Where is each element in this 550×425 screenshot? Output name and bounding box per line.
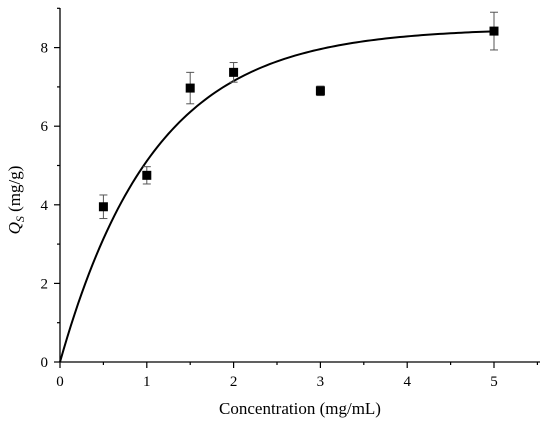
y-tick-label: 0 (41, 355, 49, 371)
y-axis-symbol: Q (5, 222, 24, 234)
data-point (229, 67, 239, 77)
y-tick-label: 2 (41, 276, 49, 292)
ticks (54, 7, 539, 368)
y-axis-title: QS (mg/g) (5, 166, 27, 235)
data-point (185, 83, 195, 93)
data-point (98, 202, 108, 212)
data-point (315, 86, 325, 96)
x-tick-label: 1 (143, 374, 151, 390)
y-tick-label: 8 (41, 41, 49, 57)
axes (59, 8, 540, 363)
data-points (98, 26, 499, 212)
tick-labels: 0 1 2 3 4 5 0 2 4 6 8 (41, 41, 498, 390)
x-tick-label: 2 (230, 374, 238, 390)
x-axis-title: Concentration (mg/mL) (219, 399, 381, 418)
x-tick-label: 0 (56, 374, 64, 390)
fit-curve (59, 30, 495, 363)
y-tick-label: 4 (41, 198, 49, 214)
y-tick-label: 6 (41, 119, 49, 135)
x-tick-label: 5 (490, 374, 498, 390)
y-axis-unit: (mg/g) (5, 166, 24, 217)
x-tick-label: 3 (317, 374, 325, 390)
data-point (142, 170, 152, 180)
error-bars (99, 11, 498, 220)
y-axis-subscript: S (13, 216, 27, 222)
data-point (489, 26, 499, 36)
x-tick-label: 4 (403, 374, 411, 390)
